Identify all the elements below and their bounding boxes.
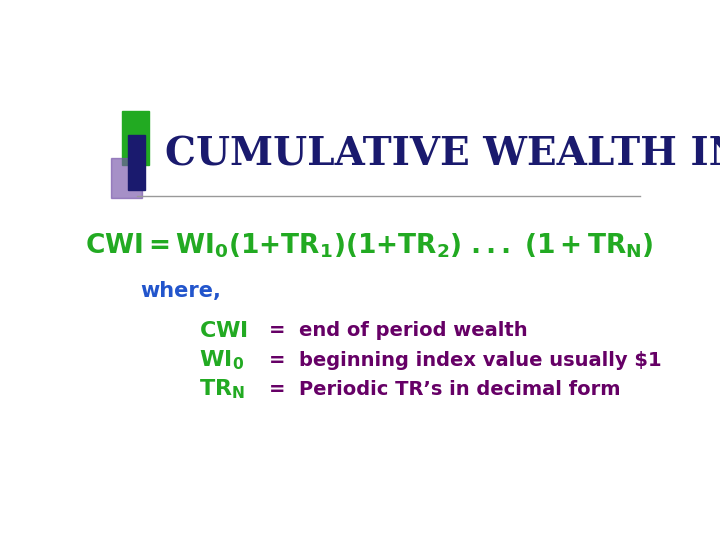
Text: $\mathbf{CWI = WI_0(1{+}TR_1)(1{+}TR_2)\ \mathbf{...}\ (1 + TR_N)}$: $\mathbf{CWI = WI_0(1{+}TR_1)(1{+}TR_2)\… [85,232,653,260]
Text: CUMULATIVE WEALTH INDEX: CUMULATIVE WEALTH INDEX [166,135,720,173]
Text: =  beginning index value usually $1: = beginning index value usually $1 [269,350,661,369]
Bar [128,136,145,190]
Text: $\mathbf{TR_{N}}$: $\mathbf{TR_{N}}$ [199,377,245,401]
Text: $\mathbf{WI_{0}}$: $\mathbf{WI_{0}}$ [199,348,244,372]
Bar [122,111,149,165]
Bar [111,158,142,198]
Text: where,: where, [140,281,221,301]
Text: $\mathbf{CWI}$: $\mathbf{CWI}$ [199,321,248,341]
Text: =  end of period wealth: = end of period wealth [269,321,527,340]
Text: =  Periodic TR’s in decimal form: = Periodic TR’s in decimal form [269,380,620,399]
